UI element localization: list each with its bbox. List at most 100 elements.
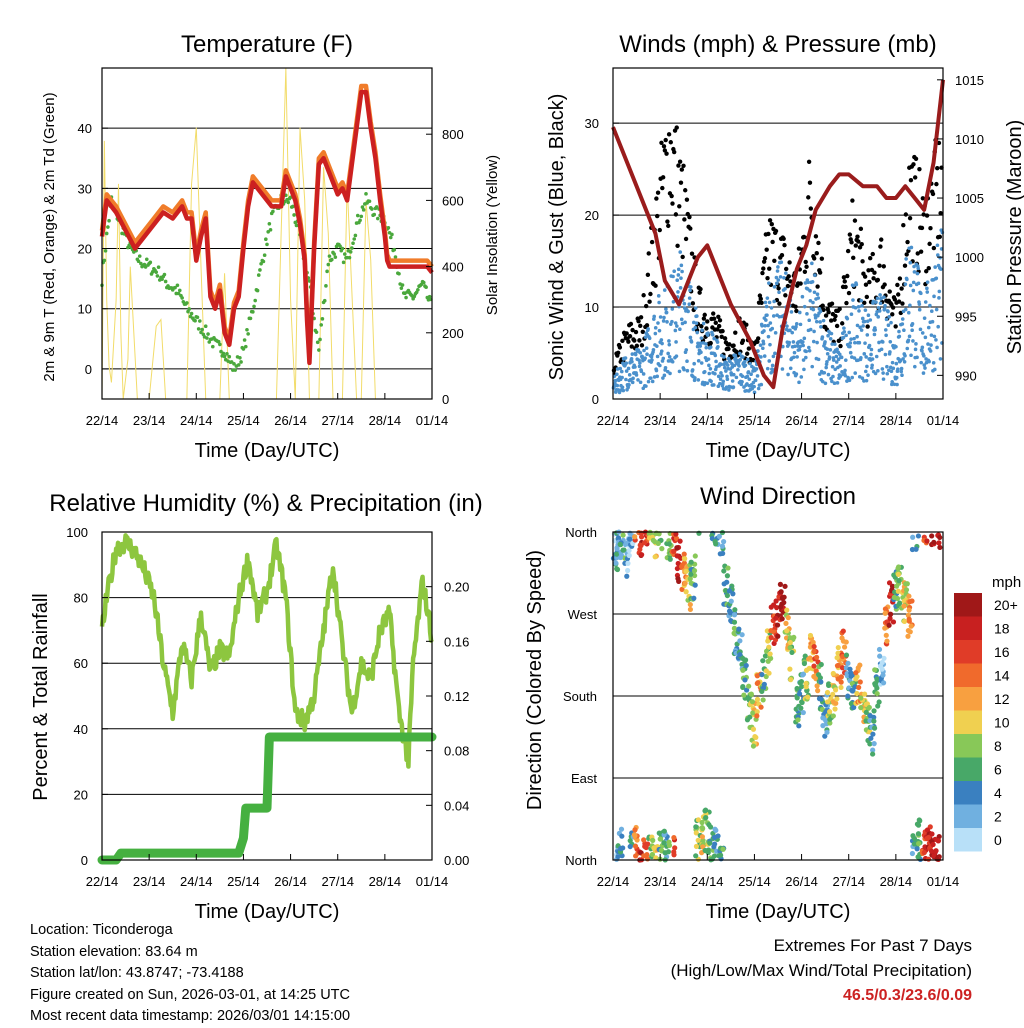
wind-direction-point <box>724 592 730 599</box>
gust-point <box>755 339 760 345</box>
wind-direction-point <box>679 586 685 592</box>
sonic-wind-point <box>789 310 794 314</box>
dewpoint-point <box>424 285 428 290</box>
sonic-wind-point <box>813 273 817 277</box>
wind-direction-point <box>768 655 774 662</box>
winds-title: Winds (mph) & Pressure (mb) <box>619 31 936 58</box>
sonic-wind-point <box>725 363 730 367</box>
wind-direction-point <box>645 841 651 847</box>
sonic-wind-point <box>853 305 858 310</box>
winds-x-tick-label: 22/14 <box>597 413 630 428</box>
wind-direction-point <box>763 668 769 674</box>
sonic-wind-point <box>631 376 635 381</box>
sonic-wind-point <box>899 369 904 374</box>
sonic-wind-point <box>731 372 736 377</box>
wind-direction-point <box>695 817 701 823</box>
sonic-wind-point <box>798 344 802 349</box>
wind-direction-point <box>818 679 824 685</box>
sonic-wind-point <box>677 369 682 374</box>
dewpoint-point <box>236 363 241 367</box>
sonic-wind-point <box>623 356 628 360</box>
wind-direction-point <box>700 825 706 832</box>
wind-direction-point <box>840 628 846 634</box>
legend-swatch <box>954 757 982 781</box>
sonic-wind-point <box>772 299 776 304</box>
dewpoint-point <box>233 368 237 372</box>
sonic-wind-point <box>626 366 631 371</box>
sonic-wind-point <box>900 322 905 326</box>
dewpoint-point <box>218 342 222 347</box>
gust-point <box>677 204 682 209</box>
sonic-wind-point <box>843 368 847 373</box>
sonic-wind-point <box>878 293 882 297</box>
wind-direction-point <box>740 667 746 673</box>
sonic-wind-point <box>818 320 822 324</box>
gust-point <box>671 149 677 155</box>
sonic-wind-point <box>652 317 656 321</box>
dewpoint-point <box>177 288 182 293</box>
dewpoint-point <box>318 337 322 342</box>
temperature-x-tick-label: 01/14 <box>416 413 449 428</box>
sonic-wind-point <box>627 383 631 387</box>
wind-direction-point <box>895 564 902 570</box>
sonic-wind-point <box>855 334 859 339</box>
dewpoint-point <box>232 362 236 366</box>
gust-point <box>716 323 722 329</box>
sonic-wind-point <box>845 316 850 321</box>
wind-direction-point <box>862 691 868 697</box>
sonic-wind-point <box>806 280 810 285</box>
wind-direction-point <box>827 720 833 726</box>
wind-direction-point <box>768 604 774 610</box>
sonic-wind-point <box>680 269 684 274</box>
temperature-x-tick-label: 26/14 <box>274 413 307 428</box>
gust-point <box>924 269 929 274</box>
sonic-wind-point <box>644 346 649 351</box>
sonic-wind-point <box>624 377 628 382</box>
wind-direction-point <box>638 534 645 540</box>
sonic-wind-point <box>655 354 660 359</box>
sonic-wind-point <box>934 338 938 342</box>
sonic-wind-point <box>673 328 678 333</box>
wind-direction-point <box>632 843 639 849</box>
sonic-wind-point <box>780 367 785 371</box>
gust-point <box>881 264 886 269</box>
dewpoint-point <box>198 319 202 323</box>
wind-direction-point <box>868 735 874 741</box>
wind-direction-point <box>639 552 645 558</box>
wind-direction-point <box>683 568 689 574</box>
temp-2m-line <box>99 89 434 366</box>
wind-direction-point <box>795 717 801 723</box>
sonic-wind-point <box>864 378 869 383</box>
sonic-wind-point <box>754 367 759 371</box>
dewpoint-point <box>173 285 177 290</box>
wind-direction-point <box>773 615 779 621</box>
wind-direction-point <box>909 850 916 857</box>
sonic-wind-point <box>859 328 864 332</box>
dewpoint-point <box>315 340 320 345</box>
temperature-y-tick-label: 40 <box>78 121 92 136</box>
wind-direction-point <box>671 548 677 555</box>
wind-direction-point <box>760 697 766 703</box>
dewpoint-point <box>322 298 327 303</box>
wind-direction-point <box>931 853 937 859</box>
sonic-wind-point <box>886 309 890 314</box>
legend-label: 14 <box>994 668 1010 684</box>
dewpoint-point <box>375 216 380 221</box>
wind-direction-point <box>695 837 701 843</box>
precip-y2-tick-label: 0.16 <box>444 634 469 649</box>
humidity-title: Relative Humidity (%) & Precipitation (i… <box>49 490 482 517</box>
wind-direction-point <box>888 611 894 617</box>
wind-direction-point <box>937 544 943 551</box>
wind-direction-point <box>915 533 922 539</box>
wind-direction-point <box>805 694 811 700</box>
gust-point <box>678 180 684 185</box>
sonic-wind-point <box>752 384 756 389</box>
wind-direction-title: Wind Direction <box>700 483 856 510</box>
wind-direction-point <box>719 543 726 549</box>
wind-direction-point <box>718 852 724 858</box>
wind-direction-point <box>688 580 694 586</box>
gust-point <box>852 218 858 223</box>
sonic-wind-point <box>661 376 665 380</box>
sonic-wind-point <box>876 305 881 310</box>
